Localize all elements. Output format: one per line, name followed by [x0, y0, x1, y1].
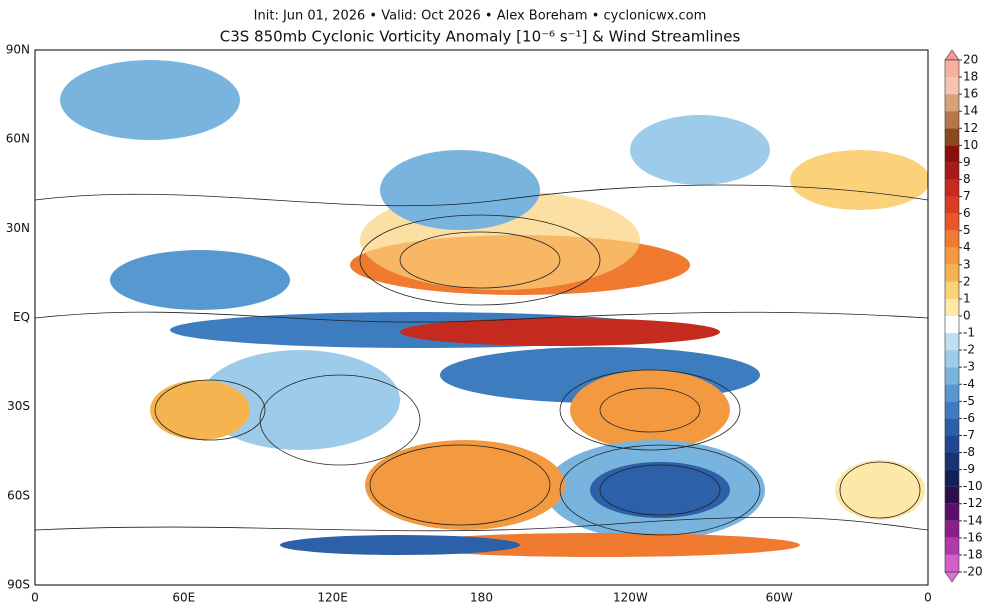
colorbar-segment: [945, 145, 959, 163]
title: C3S 850mb Cyclonic Vorticity Anomaly [10…: [220, 28, 741, 46]
colorbar-segment: [945, 333, 959, 351]
lat-label: 30N: [6, 221, 30, 235]
colorbar-segment: [945, 179, 959, 197]
colorbar-label: -8: [963, 445, 975, 459]
colorbar-label: -14: [963, 513, 983, 527]
colorbar-label: 20: [963, 53, 978, 67]
colorbar-label: -18: [963, 547, 983, 561]
colorbar-label: 1: [963, 291, 971, 305]
colorbar-label: -16: [963, 530, 983, 544]
colorbar-label: 14: [963, 104, 978, 118]
colorbar-segment: [945, 435, 959, 453]
subtitle: Init: Jun 01, 2026 • Valid: Oct 2026 • A…: [254, 9, 707, 24]
colorbar-label: -4: [963, 377, 975, 391]
colorbar-segment: [945, 281, 959, 299]
colorbar-label: 12: [963, 121, 978, 135]
colorbar-label: 4: [963, 240, 971, 254]
colorbar-segment: [945, 213, 959, 231]
colorbar-segment: [945, 111, 959, 129]
colorbar-segment: [945, 94, 959, 112]
colorbar-segment: [945, 196, 959, 214]
colorbar-segment: [945, 264, 959, 282]
colorbar-label: -6: [963, 411, 975, 425]
colorbar-label: -20: [963, 565, 983, 579]
colorbar-segment: [945, 77, 959, 95]
colorbar-label: -10: [963, 479, 983, 493]
colorbar-label: 2: [963, 274, 971, 288]
colorbar-label: -5: [963, 394, 975, 408]
colorbar-segment: [945, 469, 959, 487]
colorbar-segment: [945, 128, 959, 146]
colorbar-label: 3: [963, 257, 971, 271]
lon-label: 60E: [172, 591, 195, 605]
colorbar-segment: [945, 418, 959, 436]
colorbar-label: -2: [963, 343, 975, 357]
colorbar-segment: [945, 316, 959, 334]
colorbar-segment: [945, 367, 959, 385]
colorbar-label: -12: [963, 496, 983, 510]
colorbar-label: 8: [963, 172, 971, 186]
colorbar-label: 16: [963, 87, 978, 101]
colorbar-segment: [945, 384, 959, 402]
colorbar-segment: [945, 452, 959, 470]
colorbar-label: 7: [963, 189, 971, 203]
colorbar-segment: [945, 486, 959, 504]
colorbar-cap: [944, 49, 960, 61]
lat-label: 90S: [7, 578, 30, 592]
colorbar-label: 18: [963, 70, 978, 84]
colorbar-label: 6: [963, 206, 971, 220]
colorbar-label: 5: [963, 223, 971, 237]
colorbar-label: -3: [963, 360, 975, 374]
colorbar-segment: [945, 401, 959, 419]
colorbar-label: -9: [963, 462, 975, 476]
map-field: [35, 50, 928, 585]
lon-label: 0: [924, 591, 932, 605]
colorbar-segment: [945, 537, 959, 555]
lon-label: 60W: [766, 591, 793, 605]
colorbar-segment: [945, 162, 959, 180]
colorbar-segment: [945, 554, 959, 572]
colorbar-segment: [945, 350, 959, 368]
lat-label: 90N: [6, 43, 30, 57]
lon-label: 120W: [613, 591, 648, 605]
colorbar-label: -1: [963, 326, 975, 340]
map-frame: [34, 49, 929, 586]
colorbar-segment: [945, 520, 959, 538]
colorbar-segment: [945, 298, 959, 316]
lat-label: 60N: [6, 132, 30, 146]
colorbar-label: 10: [963, 138, 978, 152]
lon-label: 180: [470, 591, 493, 605]
lat-label: 60S: [7, 488, 30, 502]
lon-label: 0: [31, 591, 39, 605]
colorbar-segment: [945, 60, 959, 78]
colorbar-segment: [945, 503, 959, 521]
colorbar-label: 0: [963, 309, 971, 323]
lat-label: 30S: [7, 399, 30, 413]
colorbar-segment: [945, 230, 959, 248]
lat-label: EQ: [13, 310, 30, 324]
colorbar-label: -7: [963, 428, 975, 442]
colorbar-label: 9: [963, 155, 971, 169]
colorbar-cap: [944, 571, 960, 583]
lon-label: 120E: [317, 591, 348, 605]
colorbar-segment: [945, 247, 959, 265]
